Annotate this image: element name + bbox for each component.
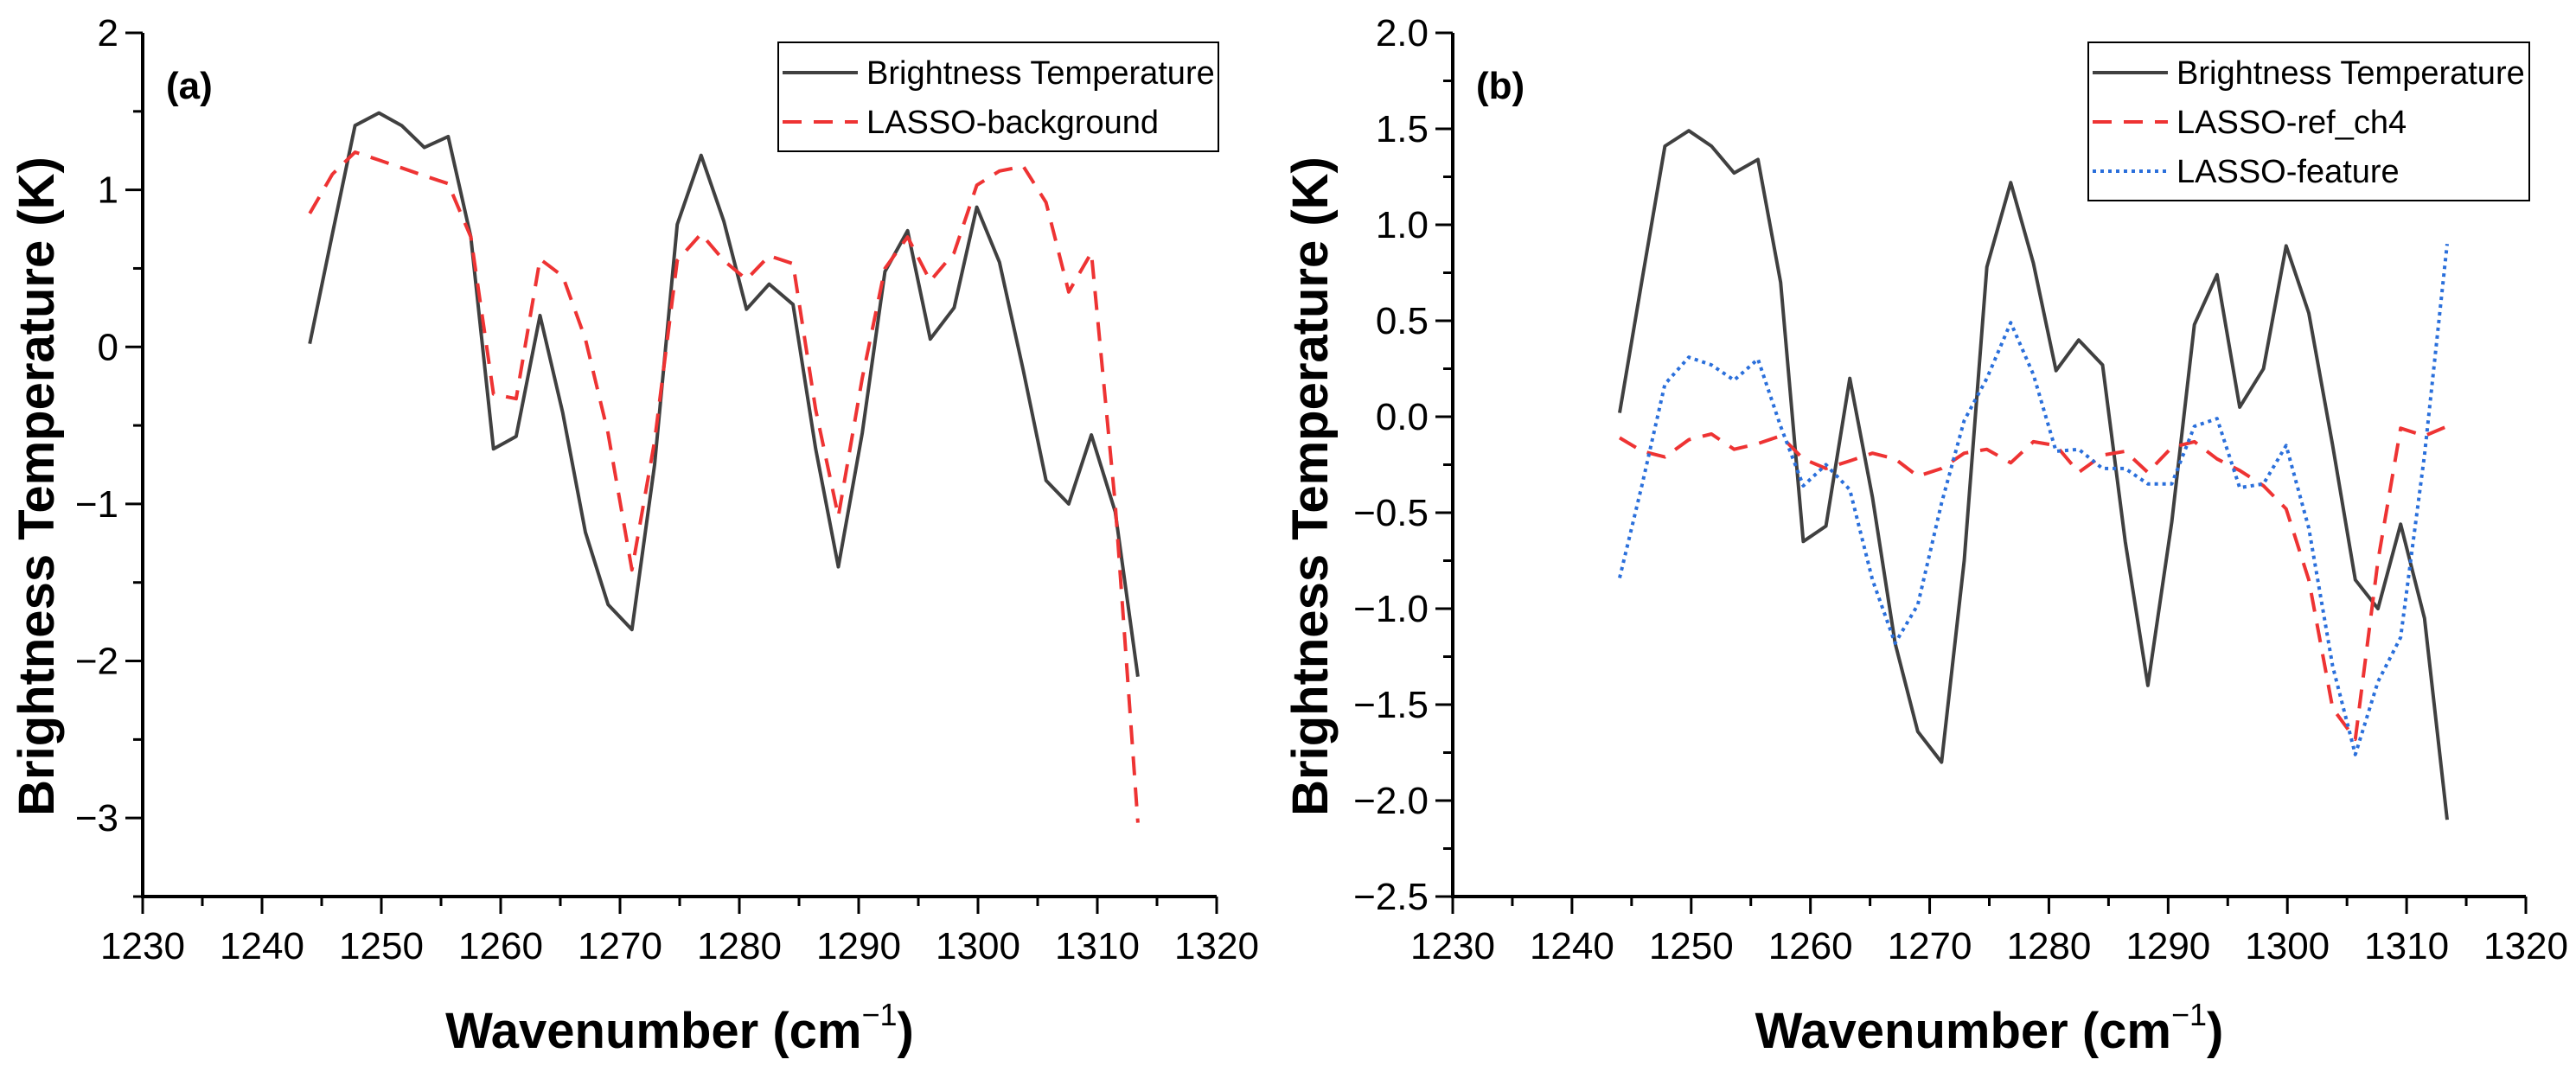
x-tick-label: 1320 <box>1174 925 1259 967</box>
legend-label: Brightness Temperature <box>866 55 1215 92</box>
x-tick-label: 1320 <box>2483 925 2568 967</box>
x-axis-title-superscript: −1 <box>2171 997 2207 1032</box>
x-tick-label: 1270 <box>1888 925 1972 967</box>
y-tick-label: 0.0 <box>1376 396 1429 438</box>
chart-panel-b: 1230 1240 1250 1260 1270 1280 1290 1300 1310 1320… <box>1282 12 2568 1059</box>
y-tick-label: 0 <box>98 326 118 368</box>
y-tick-label: 1.5 <box>1376 108 1429 150</box>
legend-box <box>777 41 1219 152</box>
y-tick-label: 2 <box>98 12 118 54</box>
x-axis-title-end: ) <box>898 1003 914 1059</box>
x-tick-label: 1260 <box>458 925 543 967</box>
x-tick-label: 1280 <box>697 925 782 967</box>
x-tick-label: 1300 <box>2245 925 2330 967</box>
y-tick-label: −1.0 <box>1353 588 1429 630</box>
x-tick-label: 1250 <box>1649 925 1734 967</box>
x-axis-title-text: Wavenumber (cm <box>1755 1003 2171 1059</box>
y-tick-label: 0.5 <box>1376 300 1429 342</box>
x-tick-label: 1260 <box>1768 925 1853 967</box>
y-tick-label: 2.0 <box>1376 12 1429 54</box>
x-tick-label: 1300 <box>936 925 1020 967</box>
legend-label: LASSO-background <box>866 105 1159 141</box>
legend-label: Brightness Temperature <box>2176 55 2525 92</box>
y-tick-label: 1 <box>98 169 118 212</box>
x-tick-label: 1310 <box>2364 925 2449 967</box>
chart-panel-a: 1230 1240 1250 1260 1270 1280 1290 1300 1310 1320… <box>9 12 1259 1059</box>
y-axis-title: Brightness Temperature (K) <box>9 156 65 816</box>
y-tick-label: 1.0 <box>1376 204 1429 246</box>
series-line-lasso-background <box>308 150 1140 823</box>
panel-label: (b) <box>1476 65 1525 107</box>
legend-label: LASSO-ref_ch4 <box>2176 105 2407 141</box>
legend: Brightness Temperature LASSO-background <box>777 41 1219 152</box>
x-tick-label: 1290 <box>2125 925 2210 967</box>
y-axis-title: Brightness Temperature (K) <box>1282 156 1339 816</box>
series-line-lasso-feature <box>1618 243 2449 756</box>
y-tick-label: −2.0 <box>1353 780 1429 822</box>
series-line-brightness-temperature <box>1618 129 2449 820</box>
x-tick-label: 1280 <box>2006 925 2091 967</box>
x-tick-label: 1250 <box>339 925 424 967</box>
x-tick-label: 1230 <box>1410 925 1495 967</box>
y-tick-label: −3 <box>75 797 118 839</box>
x-tick-label: 1240 <box>1530 925 1614 967</box>
series-line-lasso-ref-ch4 <box>1618 424 2448 741</box>
x-tick-label: 1310 <box>1055 925 1140 967</box>
y-tick-label: −2.5 <box>1353 876 1429 918</box>
x-axis-title-text: Wavenumber (cm <box>445 1003 861 1059</box>
x-tick-label: 1230 <box>100 925 185 967</box>
y-tick-label: −0.5 <box>1353 492 1429 534</box>
legend-label: LASSO-feature <box>2176 154 2400 190</box>
y-tick-label: −1.5 <box>1353 684 1429 726</box>
y-tick-label: −1 <box>75 483 118 526</box>
series-line-brightness-temperature <box>308 111 1140 677</box>
legend: Brightness Temperature LASSO-ref_ch4 LASSO… <box>2087 41 2530 201</box>
x-tick-label: 1290 <box>816 925 901 967</box>
y-tick-label: −2 <box>75 641 118 683</box>
x-tick-label: 1270 <box>578 925 662 967</box>
panel-label: (a) <box>166 65 213 107</box>
x-axis-title: Wavenumber (cm−1) <box>1755 997 2224 1059</box>
x-tick-label: 1240 <box>220 925 304 967</box>
x-axis-title: Wavenumber (cm−1) <box>445 997 914 1059</box>
x-axis-title-end: ) <box>2207 1003 2223 1059</box>
x-axis-title-superscript: −1 <box>861 997 897 1032</box>
